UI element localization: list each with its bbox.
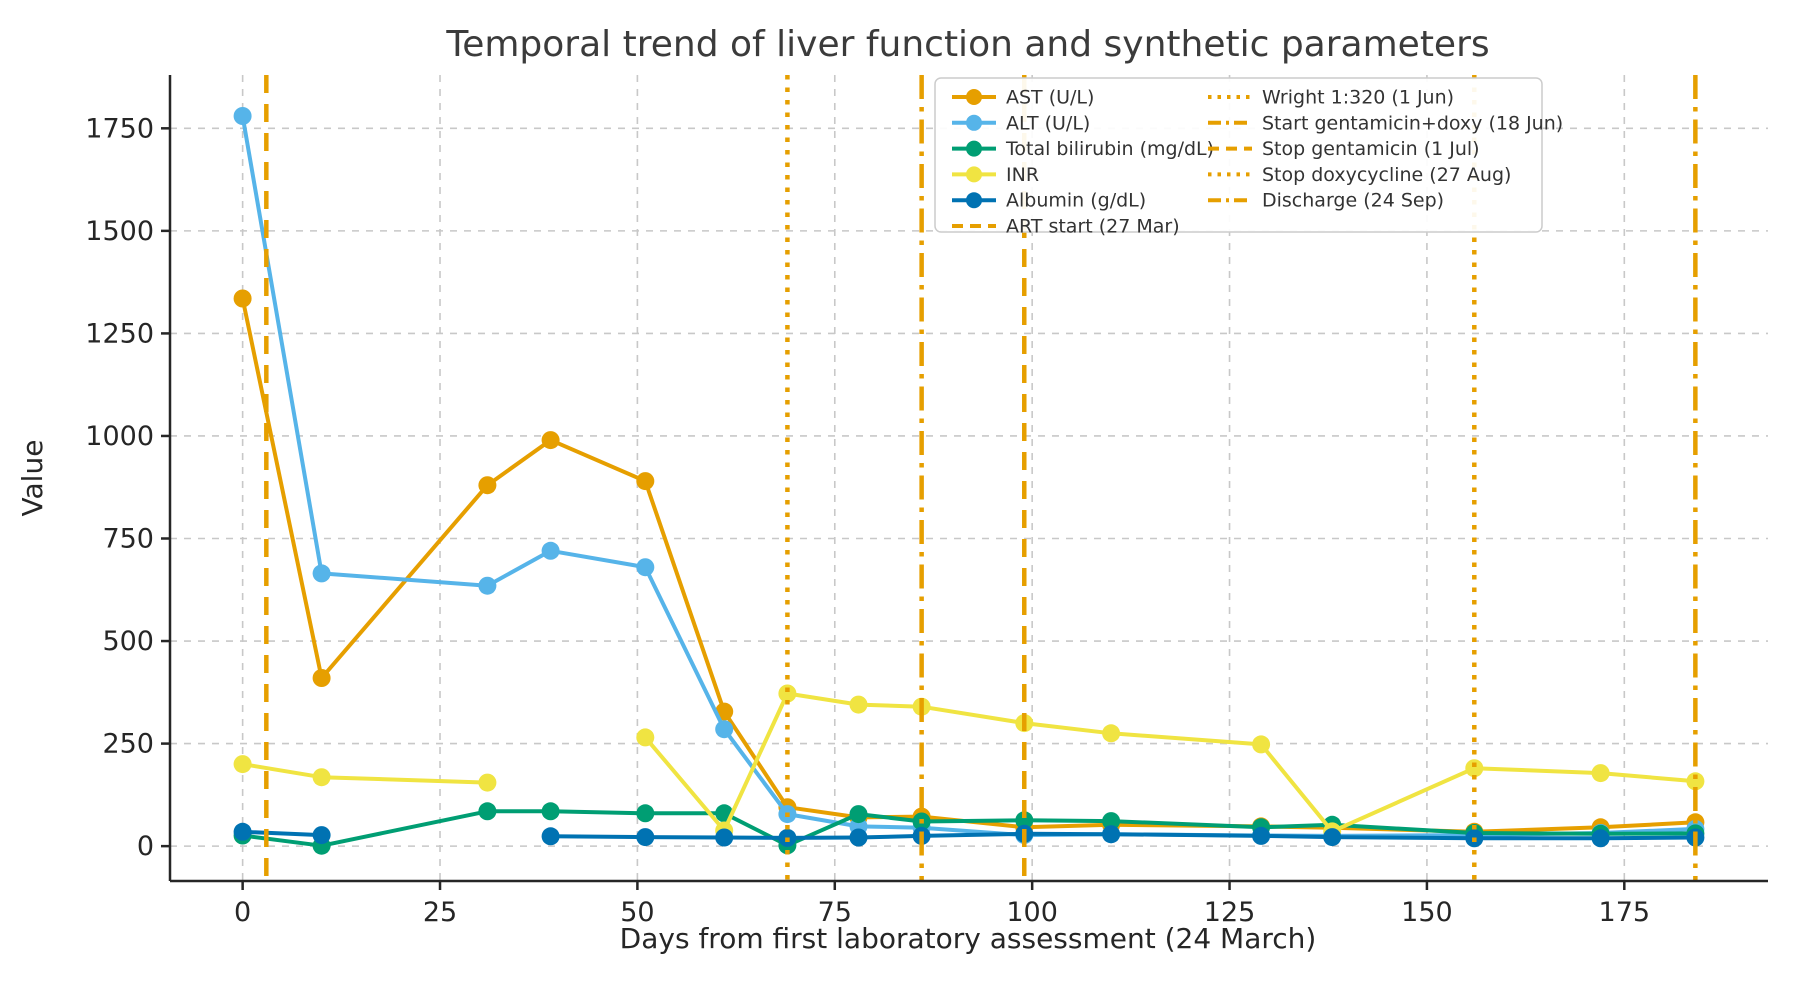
legend-swatch-marker <box>966 166 982 183</box>
legend-swatch-marker <box>966 114 982 131</box>
data-point-alt-u-l <box>233 107 252 125</box>
legend-item-discharge-24-sep: Discharge (24 Sep) <box>1208 190 1444 212</box>
legend-item-ast-u-l: AST (U/L) <box>952 87 1094 109</box>
data-point-inr <box>1465 759 1484 778</box>
legend-item-alt-u-l: ALT (U/L) <box>952 112 1090 134</box>
event-lines-layer <box>264 75 1698 881</box>
y-tick-label: 250 <box>102 729 154 760</box>
data-point-ast-u-l <box>541 431 560 450</box>
y-tick-label: 750 <box>102 524 154 555</box>
chart-title: Temporal trend of liver function and syn… <box>445 24 1489 65</box>
data-point-total-bilirubin-mg-dl <box>541 802 560 821</box>
data-point-inr <box>778 684 797 703</box>
legend-label: Albumin (g/dL) <box>1006 190 1146 212</box>
y-tick-label: 1750 <box>85 113 154 144</box>
data-point-ast-u-l <box>636 472 655 491</box>
x-tick-label: 75 <box>818 897 852 928</box>
data-point-alt-u-l <box>636 558 655 577</box>
data-point-albumin-g-dl <box>1102 825 1121 844</box>
grid-layer <box>170 75 1768 881</box>
data-point-ast-u-l <box>312 669 331 687</box>
data-point-alt-u-l <box>541 541 560 560</box>
legend-item-inr: INR <box>952 164 1039 186</box>
series-line-alt-u-l <box>240 114 1698 838</box>
data-point-total-bilirubin-mg-dl <box>1102 812 1121 831</box>
x-tick-label: 100 <box>1006 897 1058 928</box>
legend-swatch-marker <box>966 192 982 209</box>
x-axis-label: Days from first laboratory assessment (2… <box>620 922 1317 955</box>
axes-layer: 0 250 500 750 1000 1250 1500 1750 0 25 50 75 100 125 1… <box>85 75 1768 928</box>
legend-item-total-bilirubin-mg-dl: Total bilirubin (mg/dL) <box>952 138 1214 160</box>
legend-item-albumin-g-dl: Albumin (g/dL) <box>952 190 1146 212</box>
y-tick-label: 1250 <box>85 318 154 349</box>
data-point-alt-u-l <box>715 720 734 739</box>
data-point-total-bilirubin-mg-dl <box>636 804 655 823</box>
data-point-albumin-g-dl <box>1591 829 1610 848</box>
y-axis-label: Value <box>16 440 49 517</box>
data-point-albumin-g-dl <box>1323 828 1342 847</box>
data-point-albumin-g-dl <box>312 826 331 845</box>
y-tick-label: 1000 <box>85 421 154 452</box>
data-point-inr <box>312 768 331 787</box>
data-point-inr <box>636 728 655 747</box>
series-line-ast-u-l <box>240 296 1698 834</box>
legend-label: Total bilirubin (mg/dL) <box>1005 138 1214 160</box>
data-point-alt-u-l <box>312 564 331 583</box>
data-point-inr <box>1102 724 1121 743</box>
data-point-albumin-g-dl <box>233 822 252 841</box>
legend-label: Wright 1:320 (1 Jun) <box>1262 87 1454 109</box>
legend-item-art-start-27-mar: ART start (27 Mar) <box>952 216 1180 238</box>
data-point-total-bilirubin-mg-dl <box>478 802 497 821</box>
x-tick-label: 25 <box>423 897 457 928</box>
legend-item-wright-1-320-1-jun: Wright 1:320 (1 Jun) <box>1208 87 1454 109</box>
legend-label: Start gentamicin+doxy (18 Jun) <box>1262 112 1563 134</box>
legend-item-start-gentamicin-doxy-18-jun: Start gentamicin+doxy (18 Jun) <box>1208 112 1563 134</box>
legend-item-stop-doxycycline-27-aug: Stop doxycycline (27 Aug) <box>1208 164 1511 186</box>
data-point-albumin-g-dl <box>1252 826 1271 845</box>
data-point-albumin-g-dl <box>715 828 734 847</box>
data-point-ast-u-l <box>478 476 497 495</box>
legend-label: INR <box>1006 164 1039 186</box>
data-point-alt-u-l <box>478 576 497 595</box>
data-point-albumin-g-dl <box>541 827 560 846</box>
legend-swatch-marker <box>966 140 982 157</box>
data-point-inr <box>1686 772 1705 791</box>
y-tick-label: 1500 <box>85 216 154 247</box>
legend-label: AST (U/L) <box>1006 87 1094 109</box>
x-tick-label: 125 <box>1204 897 1256 928</box>
y-tick-label: 500 <box>102 626 154 657</box>
x-tick-label: 0 <box>234 897 251 928</box>
x-tick-label: 50 <box>620 897 654 928</box>
data-point-inr <box>478 773 497 792</box>
x-tick-label: 150 <box>1401 897 1453 928</box>
data-point-albumin-g-dl <box>636 828 655 847</box>
legend-label: Stop doxycycline (27 Aug) <box>1262 164 1511 186</box>
legend-label: Discharge (24 Sep) <box>1262 190 1444 212</box>
legend-label: ALT (U/L) <box>1006 112 1090 134</box>
data-point-inr <box>849 695 868 714</box>
legend-swatch-marker <box>966 89 982 105</box>
data-point-inr <box>1591 764 1610 783</box>
data-point-albumin-g-dl <box>849 828 868 847</box>
series-line-total-bilirubin-mg-dl <box>240 809 1698 848</box>
legend-item-stop-gentamicin-1-jul: Stop gentamicin (1 Jul) <box>1208 138 1480 160</box>
y-tick-label: 0 <box>137 831 154 862</box>
legend: AST (U/L) ALT (U/L) Total bilirubin (mg/dL… <box>934 77 1563 238</box>
data-point-total-bilirubin-mg-dl <box>1015 811 1034 830</box>
data-point-ast-u-l <box>233 289 252 308</box>
legend-label: Stop gentamicin (1 Jul) <box>1262 138 1480 160</box>
data-point-inr <box>1252 735 1271 754</box>
legend-box <box>934 77 1543 233</box>
x-tick-label: 175 <box>1599 897 1651 928</box>
data-point-total-bilirubin-mg-dl <box>849 805 868 824</box>
legend-label: ART start (27 Mar) <box>1006 216 1180 238</box>
data-point-inr <box>233 755 252 774</box>
